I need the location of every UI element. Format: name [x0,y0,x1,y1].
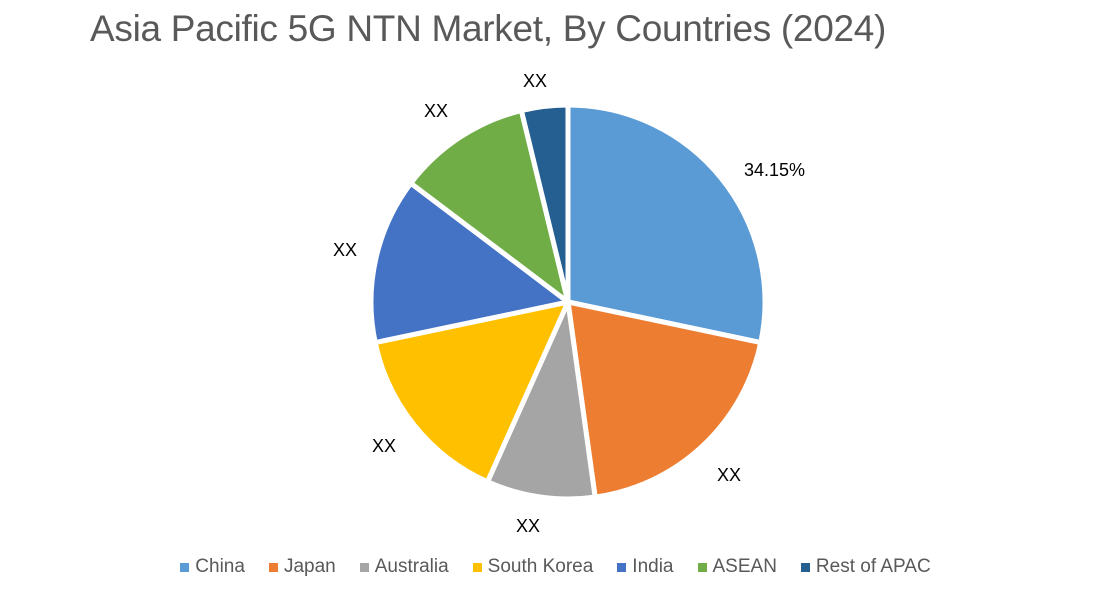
pie-slice-china[interactable] [565,102,768,346]
label-rest-of-apac: XX [523,71,548,91]
legend-item-india[interactable]: India [615,556,674,578]
label-australia: XX [516,516,541,536]
pie-slice-japan[interactable] [565,299,764,500]
label-asean: XX [424,101,449,121]
legend: China Japan Australia South Korea India … [0,556,1109,578]
legend-swatch-icon [359,562,369,572]
legend-item-south-korea[interactable]: South Korea [471,556,593,578]
legend-item-australia[interactable]: Australia [358,556,449,578]
pie-slice-australia[interactable] [484,299,598,502]
legend-item-rest-of-apac[interactable]: Rest of APAC [799,556,931,578]
legend-swatch-icon [697,562,707,572]
legend-swatch-icon [180,562,190,572]
legend-swatch-icon [268,562,278,572]
pie-slice-rest-of-apac[interactable] [518,102,571,305]
legend-swatch-icon [472,562,482,572]
label-japan: XX [717,465,742,485]
legend-swatch-icon [617,562,627,572]
label-china: 34.15% [744,160,806,180]
label-south-korea: XX [372,436,397,456]
legend-item-japan[interactable]: Japan [267,556,336,578]
pie-slice-asean[interactable] [408,108,571,305]
label-india: XX [333,240,358,260]
chart-title: Asia Pacific 5G NTN Market, By Countries… [90,8,887,49]
pie-slice-india[interactable] [368,180,571,346]
legend-item-asean[interactable]: ASEAN [696,556,777,578]
pie-slice-south-korea[interactable] [372,299,571,485]
legend-swatch-icon [800,562,810,572]
legend-item-china[interactable]: China [178,556,245,578]
